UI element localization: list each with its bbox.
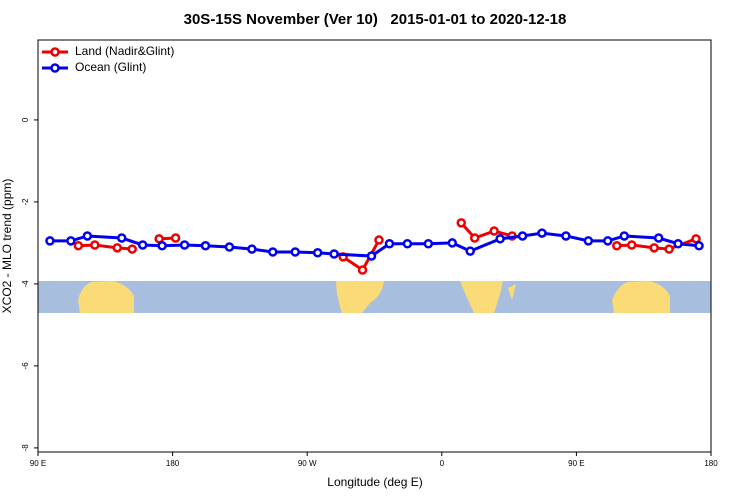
data-point bbox=[90, 240, 100, 250]
legend-label: Ocean (Glint) bbox=[75, 60, 146, 74]
data-point bbox=[649, 243, 659, 253]
data-point bbox=[82, 231, 93, 241]
x-axis-label: Longitude (deg E) bbox=[327, 475, 422, 489]
plot-frame bbox=[37, 39, 712, 453]
data-point bbox=[561, 231, 571, 241]
data-point bbox=[447, 238, 458, 248]
data-point bbox=[517, 231, 528, 241]
data-point bbox=[137, 240, 148, 250]
y-tick-label: -6 bbox=[21, 362, 30, 370]
data-point bbox=[456, 218, 466, 228]
legend-marker bbox=[50, 47, 60, 57]
data-point bbox=[45, 236, 55, 246]
data-point bbox=[312, 248, 323, 258]
data-point bbox=[495, 234, 505, 244]
legend-label: Land (Nadir&Glint) bbox=[75, 44, 174, 58]
data-point bbox=[357, 265, 368, 275]
data-point bbox=[469, 233, 480, 243]
data-point bbox=[673, 238, 683, 249]
data-point bbox=[374, 235, 384, 245]
data-point bbox=[465, 246, 475, 256]
x-tick-label: 90 W bbox=[298, 459, 317, 468]
data-point bbox=[66, 236, 76, 246]
data-point bbox=[73, 241, 84, 251]
data-point bbox=[537, 228, 547, 238]
data-point bbox=[366, 251, 377, 261]
data-point bbox=[112, 243, 123, 253]
data-point bbox=[489, 226, 499, 236]
x-tick-label: 90 E bbox=[568, 459, 584, 468]
y-tick-label: -8 bbox=[21, 444, 30, 452]
data-point bbox=[329, 249, 339, 259]
legend-marker bbox=[50, 63, 60, 73]
land-map bbox=[460, 281, 516, 313]
data-point bbox=[384, 238, 395, 249]
x-tick-label: 180 bbox=[704, 459, 718, 468]
data-point bbox=[626, 240, 637, 250]
x-tick-label: 0 bbox=[440, 459, 445, 468]
data-point bbox=[200, 241, 211, 251]
data-point bbox=[612, 241, 622, 251]
data-point bbox=[179, 240, 190, 250]
data-point bbox=[619, 231, 630, 241]
data-point bbox=[603, 236, 613, 246]
x-tick-label: 180 bbox=[166, 459, 180, 468]
data-point bbox=[247, 244, 257, 254]
data-point bbox=[268, 247, 278, 257]
data-point bbox=[402, 238, 413, 249]
land-map bbox=[612, 281, 670, 313]
data-point bbox=[170, 233, 181, 243]
y-axis-label: XCO2 - MLO trend (ppm) bbox=[0, 179, 14, 314]
data-point bbox=[653, 233, 664, 243]
chart-title: 30S-15S November (Ver 10) 2015-01-01 to … bbox=[184, 11, 567, 28]
x-tick-label: 90 E bbox=[30, 459, 46, 468]
land-map bbox=[336, 281, 384, 313]
data-point bbox=[583, 236, 594, 246]
data-point bbox=[290, 247, 300, 257]
data-point bbox=[664, 244, 674, 254]
y-tick-label: -4 bbox=[21, 280, 30, 288]
data-point bbox=[423, 238, 434, 249]
data-point bbox=[224, 242, 235, 252]
land-map bbox=[78, 281, 134, 313]
data-point bbox=[127, 244, 137, 254]
map-band bbox=[38, 281, 711, 313]
data-point bbox=[117, 233, 127, 243]
data-point bbox=[694, 241, 704, 251]
data-point bbox=[157, 241, 167, 251]
y-tick-label: 0 bbox=[21, 117, 30, 122]
y-tick-label: -2 bbox=[21, 198, 30, 206]
